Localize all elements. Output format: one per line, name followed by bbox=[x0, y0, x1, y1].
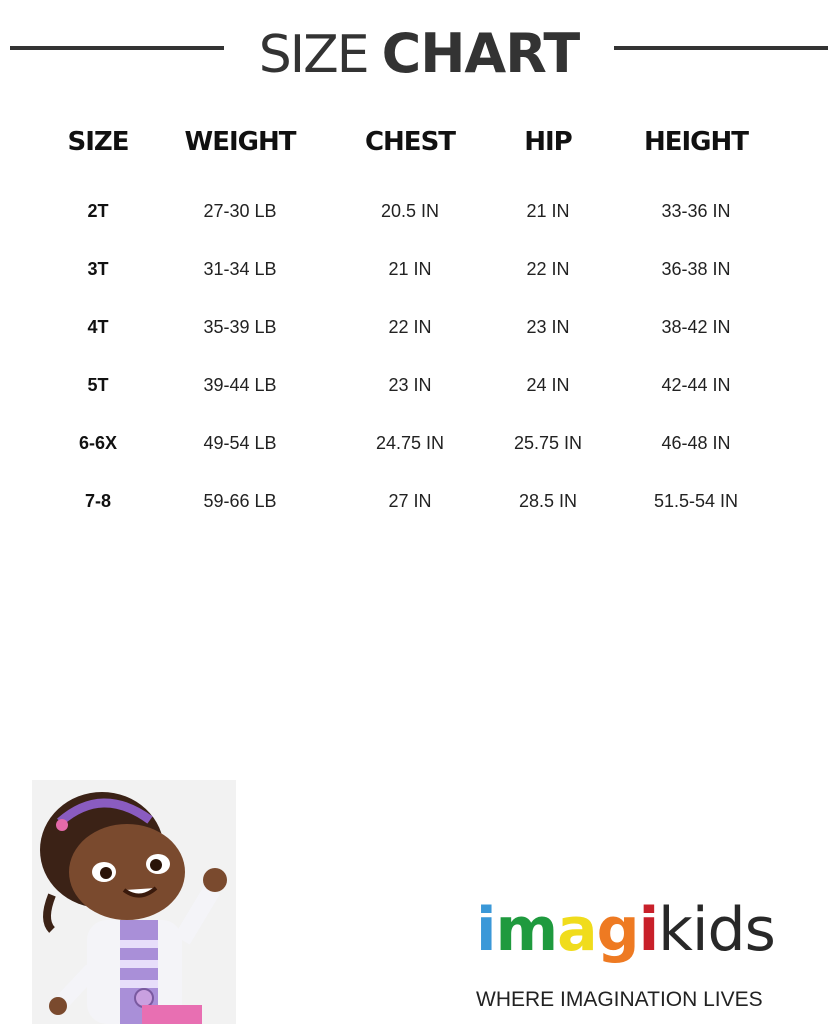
size-label: 3T bbox=[87, 259, 109, 279]
table-cell: 20.5 IN bbox=[380, 201, 440, 221]
table-cell: 24.75 IN bbox=[375, 433, 445, 453]
table-cell: 51.5-54 IN bbox=[653, 491, 739, 511]
table-cell: 35-39 LB bbox=[203, 317, 277, 337]
title-rule-right bbox=[614, 46, 828, 50]
title-light: SIZE bbox=[258, 25, 370, 85]
logo-letter: i bbox=[476, 895, 497, 965]
title-rule-left bbox=[10, 46, 224, 50]
table-cell: 46-48 IN bbox=[661, 433, 731, 453]
logo-tagline: WHERE IMAGINATION LIVES bbox=[476, 988, 763, 1011]
table-cell: 24 IN bbox=[526, 375, 570, 395]
table-cell: 23 IN bbox=[388, 375, 432, 395]
logo-letter: i bbox=[638, 895, 660, 965]
girl-doctor-icon bbox=[40, 792, 227, 1024]
table-cell: 33-36 IN bbox=[661, 201, 731, 221]
table-cell: 25.75 IN bbox=[513, 433, 583, 453]
logo-letter: g bbox=[596, 895, 640, 965]
imagikids-logo: imagikids bbox=[476, 890, 816, 970]
column-header: WEIGHT bbox=[184, 127, 297, 157]
table-cell: 38-42 IN bbox=[661, 317, 731, 337]
size-label: 7-8 bbox=[84, 491, 112, 511]
table-cell: 22 IN bbox=[526, 259, 570, 279]
title-bold: CHART bbox=[381, 22, 581, 85]
table-cell: 21 IN bbox=[388, 259, 432, 279]
size-label: 4T bbox=[87, 317, 109, 337]
size-label: 2T bbox=[87, 201, 109, 221]
table-cell: 49-54 LB bbox=[203, 433, 277, 453]
table-cell: 28.5 IN bbox=[518, 491, 578, 511]
logo-letter: a bbox=[557, 895, 597, 965]
table-cell: 39-44 LB bbox=[203, 375, 277, 395]
column-header: HEIGHT bbox=[643, 127, 749, 157]
table-cell: 31-34 LB bbox=[203, 259, 277, 279]
table-cell: 27-30 LB bbox=[203, 201, 277, 221]
size-label: 5T bbox=[87, 375, 109, 395]
column-header: SIZE bbox=[67, 127, 129, 157]
table-cell: 27 IN bbox=[388, 491, 432, 511]
column-header: HIP bbox=[524, 127, 572, 157]
table-cell: 21 IN bbox=[526, 201, 570, 221]
logo-kids: kids bbox=[658, 895, 776, 965]
column-header: CHEST bbox=[364, 127, 456, 157]
table-cell: 23 IN bbox=[526, 317, 570, 337]
table-cell: 59-66 LB bbox=[203, 491, 277, 511]
table-cell: 42-44 IN bbox=[661, 375, 731, 395]
table-cell: 36-38 IN bbox=[661, 259, 731, 279]
size-label: 6-6X bbox=[78, 433, 118, 453]
page-title: SIZE CHART bbox=[0, 22, 838, 87]
table-cell: 22 IN bbox=[388, 317, 432, 337]
character-illustration bbox=[32, 780, 236, 1024]
logo-letter: m bbox=[495, 895, 559, 965]
